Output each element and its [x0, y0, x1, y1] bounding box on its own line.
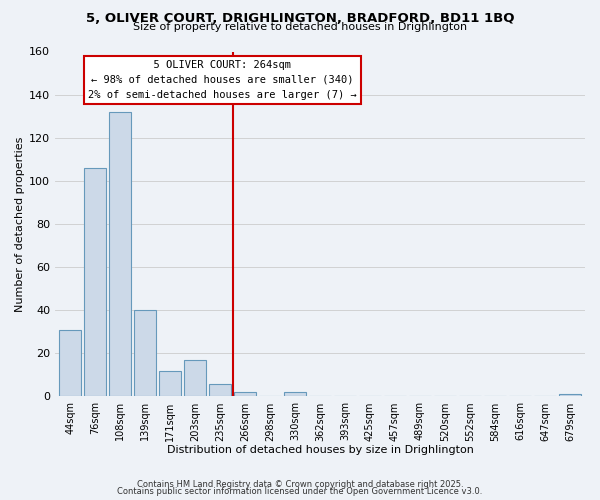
Bar: [84, 168, 106, 396]
Text: Contains HM Land Registry data © Crown copyright and database right 2025.: Contains HM Land Registry data © Crown c…: [137, 480, 463, 489]
Bar: [59, 330, 82, 396]
Text: 5, OLIVER COURT, DRIGHLINGTON, BRADFORD, BD11 1BQ: 5, OLIVER COURT, DRIGHLINGTON, BRADFORD,…: [86, 12, 514, 26]
Text: Contains public sector information licensed under the Open Government Licence v3: Contains public sector information licen…: [118, 487, 482, 496]
Text: 5 OLIVER COURT: 264sqm  
← 98% of detached houses are smaller (340)
2% of semi-d: 5 OLIVER COURT: 264sqm ← 98% of detached…: [88, 60, 356, 100]
Bar: [159, 370, 181, 396]
Bar: [559, 394, 581, 396]
Bar: [234, 392, 256, 396]
Text: Size of property relative to detached houses in Drighlington: Size of property relative to detached ho…: [133, 22, 467, 32]
X-axis label: Distribution of detached houses by size in Drighlington: Distribution of detached houses by size …: [167, 445, 473, 455]
Bar: [184, 360, 206, 397]
Y-axis label: Number of detached properties: Number of detached properties: [15, 136, 25, 312]
Bar: [209, 384, 232, 396]
Bar: [134, 310, 157, 396]
Bar: [284, 392, 307, 396]
Bar: [109, 112, 131, 397]
